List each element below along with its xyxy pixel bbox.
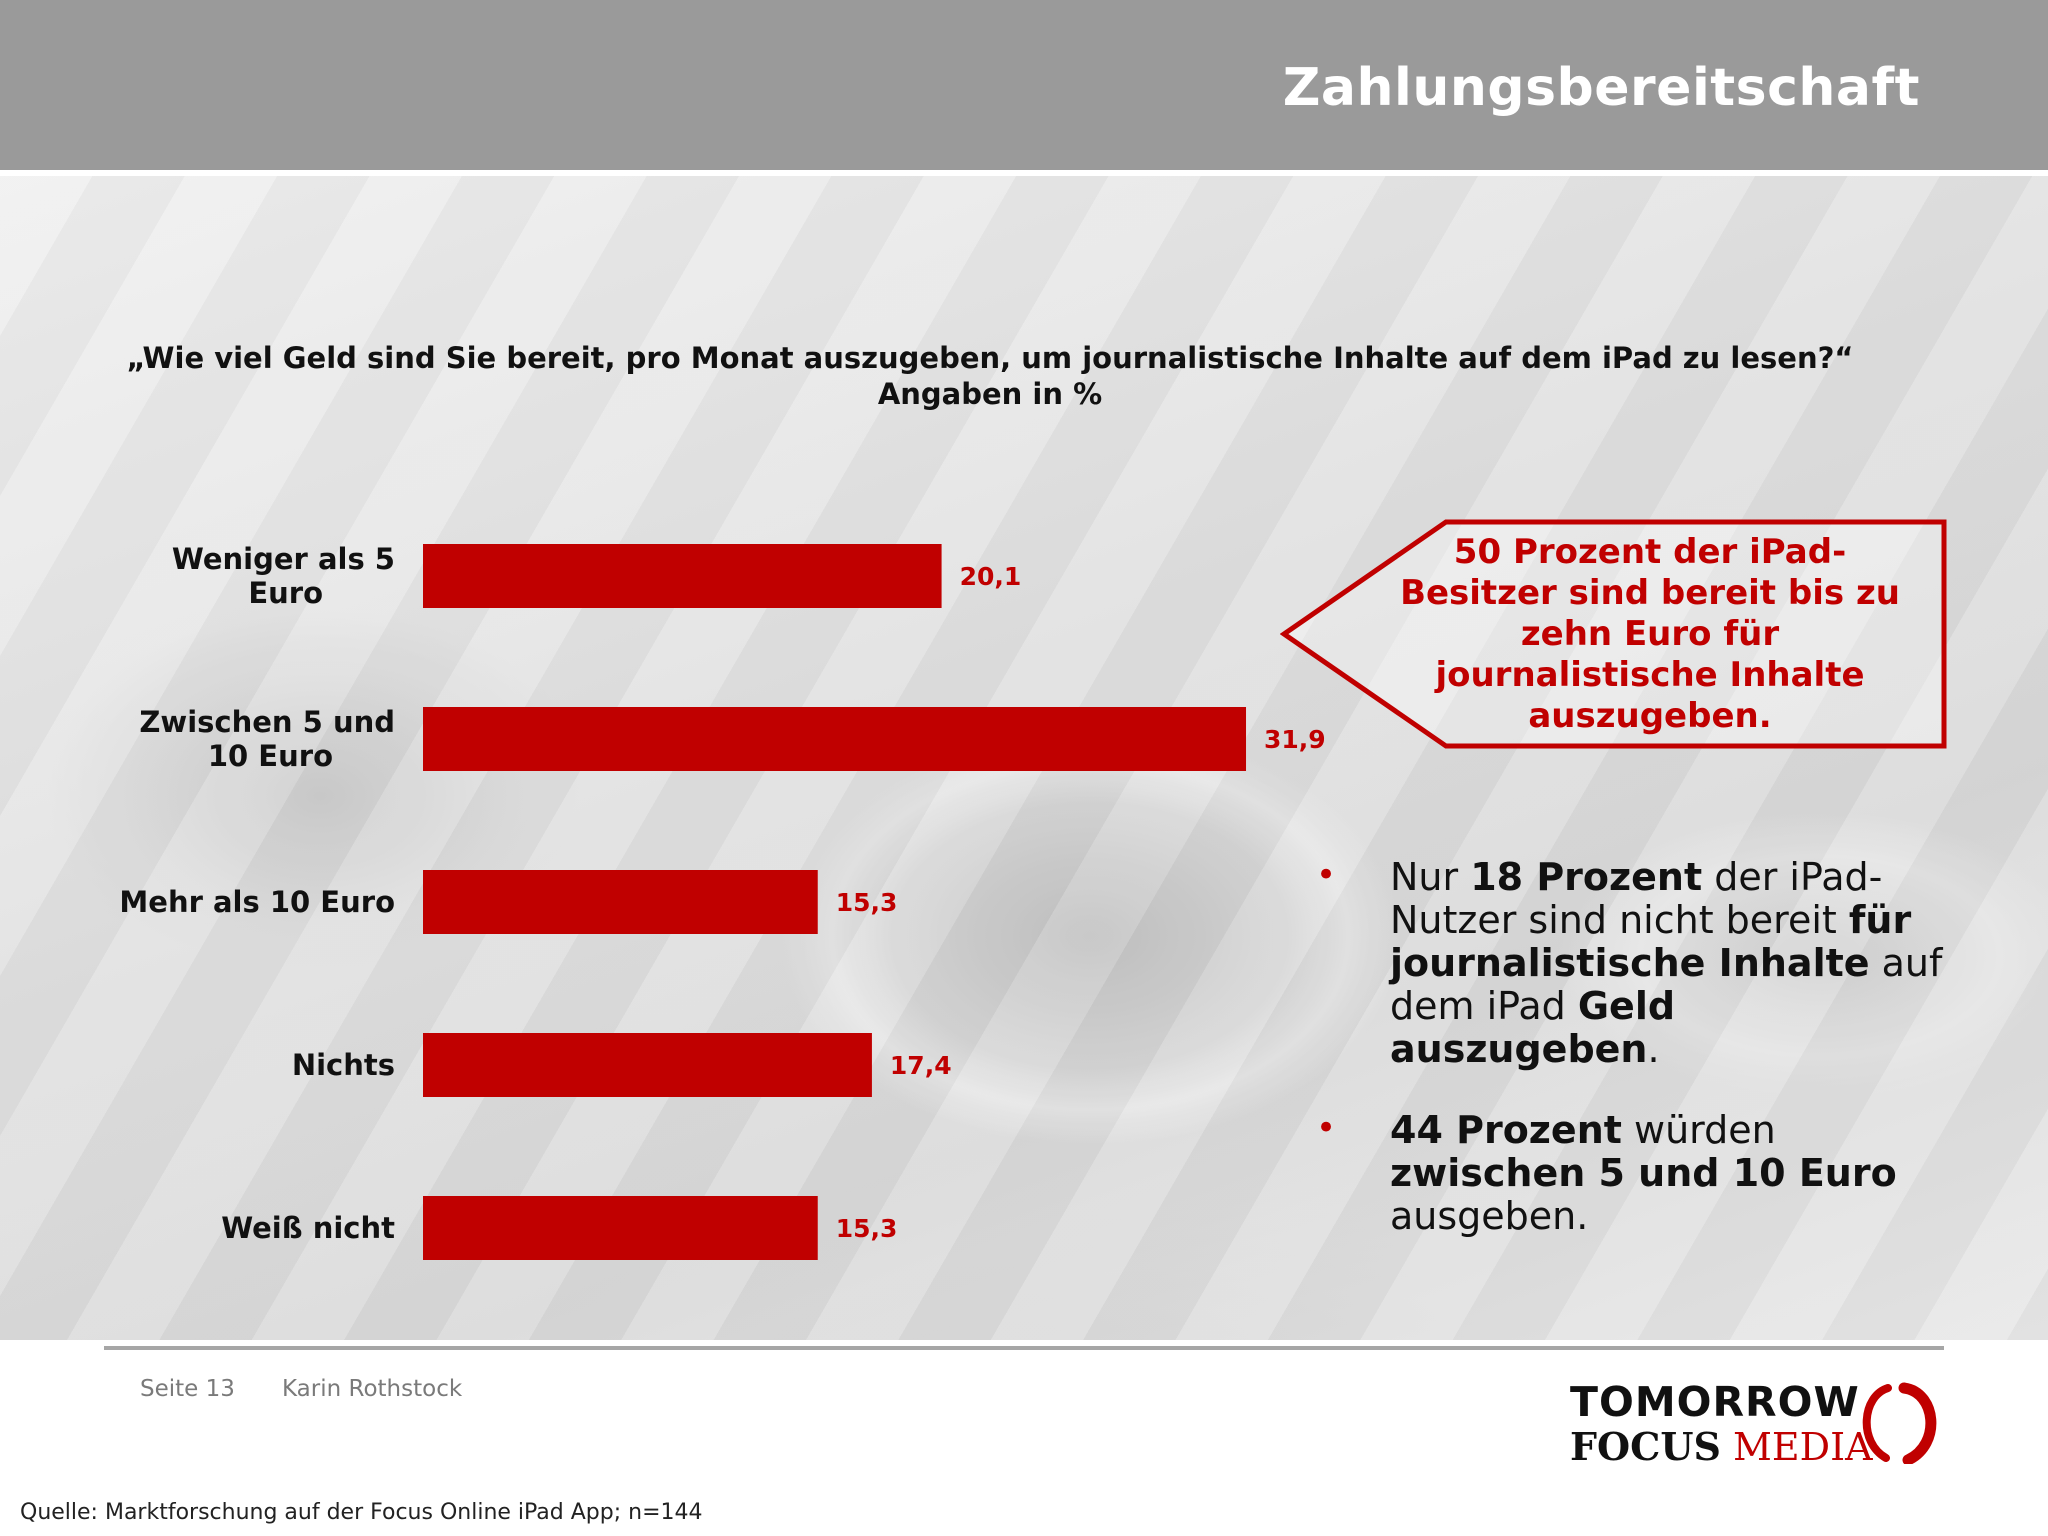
logo-tomorrow: TOMORROW (1570, 1378, 1860, 1426)
category-label: Nichts (292, 1048, 395, 1082)
logo-focus-media: FOCUS MEDIA (1570, 1424, 1873, 1469)
author-name: Karin Rothstock (282, 1376, 463, 1402)
category-label: Mehr als 10 Euro (119, 885, 395, 919)
callout-line: zehn Euro für (1520, 614, 1780, 654)
bullet-text-bold: 44 Prozent (1390, 1108, 1622, 1152)
callout-text: 50 Prozent der iPad- Besitzer sind bereit… (1390, 532, 1910, 737)
footer-divider (104, 1346, 1944, 1350)
bullet-text-bold: zwischen 5 und 10 Euro (1390, 1151, 1897, 1195)
page-title: Zahlungsbereitschaft (1282, 58, 1920, 118)
bar-value-label: 15,3 (836, 888, 898, 917)
callout-line: 50 Prozent der iPad- (1453, 532, 1847, 572)
bar (423, 1196, 818, 1260)
callout-arrow-shape (1280, 519, 1947, 749)
callout-line: auszugeben. (1528, 696, 1772, 736)
question-text: „Wie viel Geld sind Sie bereit, pro Mona… (126, 341, 1854, 375)
bar-value-label: 17,4 (890, 1051, 952, 1080)
bullet-text-bold: 18 Prozent (1470, 855, 1703, 899)
page-number: Seite 13 (140, 1376, 235, 1402)
callout-line: journalistische Inhalte (1435, 655, 1865, 695)
bullet-dot-icon: • (1316, 1108, 1337, 1148)
chart-question: „Wie viel Geld sind Sie bereit, pro Mona… (120, 340, 1860, 412)
bar-value-label: 15,3 (836, 1214, 898, 1243)
question-unit: Angaben in % (877, 377, 1103, 411)
bullet-item: • 44 Prozent würden zwischen 5 und 10 Eur… (1310, 1108, 1950, 1238)
logo-media: MEDIA (1733, 1425, 1873, 1469)
callout-line: Besitzer sind bereit bis zu (1400, 573, 1900, 613)
callout-box (1280, 519, 1947, 749)
bar (423, 707, 1247, 771)
bar-chart: 20,1 Weniger als 5 Euro 31,9 Zwischen 5 und 1… (119, 542, 1326, 1260)
header-divider (0, 170, 2048, 174)
bar-value-label: 31,9 (1264, 725, 1326, 754)
bullet-dot-icon: • (1316, 855, 1337, 895)
bar-value-label: 20,1 (960, 562, 1022, 591)
bullet-item: • Nur 18 Prozent der iPad-Nutzer sind nic… (1310, 855, 1950, 1071)
bullet-text-bold: für journalistische Inhalte (1390, 898, 1912, 985)
bullet-text: . (1647, 1027, 1660, 1071)
bullet-list: • Nur 18 Prozent der iPad-Nutzer sind nic… (1310, 855, 1950, 1276)
logo-focus: FOCUS (1570, 1424, 1721, 1469)
bullet-text: auf dem iPad (1390, 941, 1943, 1028)
bullet-text: würden (1621, 1108, 1776, 1152)
bullet-text: Nur (1390, 855, 1471, 899)
bar (423, 870, 818, 934)
header-bar (0, 0, 2048, 170)
category-label: Weiß nicht (221, 1211, 395, 1245)
bar (423, 1033, 872, 1097)
logo-ring-icon (1862, 1382, 1937, 1464)
bullet-text: ausgeben. (1390, 1194, 1589, 1238)
category-label: Zwischen 5 und 10 Euro (139, 705, 395, 773)
source-note: Quelle: Marktforschung auf der Focus Onl… (20, 1500, 703, 1525)
category-label: Weniger als 5 Euro (172, 542, 395, 610)
bullet-text: der iPad-Nutzer sind nicht bereit (1390, 855, 1883, 942)
bar (423, 544, 942, 608)
bullet-text-bold: Geld auszugeben (1390, 984, 1676, 1071)
